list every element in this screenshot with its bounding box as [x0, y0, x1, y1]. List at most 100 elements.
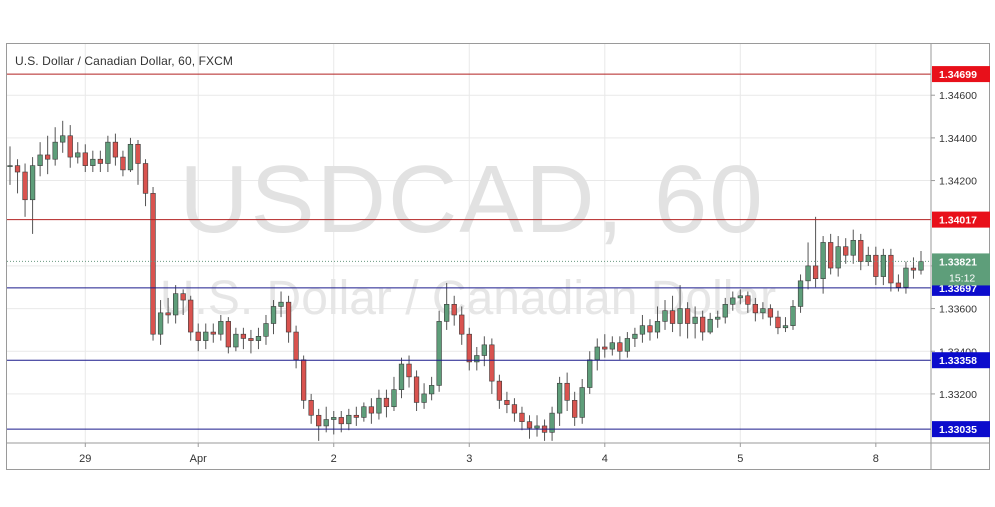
candle-body[interactable]: [112, 141, 119, 158]
candle-body[interactable]: [760, 308, 766, 314]
candle-body[interactable]: [572, 400, 578, 418]
candle-body[interactable]: [511, 404, 518, 414]
candle-body[interactable]: [873, 254, 879, 277]
candle-body[interactable]: [188, 299, 194, 333]
candle-body[interactable]: [270, 306, 277, 324]
candle-body[interactable]: [715, 316, 721, 320]
candle-body[interactable]: [496, 380, 503, 401]
candle-body[interactable]: [436, 321, 442, 386]
candle-body[interactable]: [338, 417, 344, 425]
candle-body[interactable]: [895, 282, 902, 288]
candle-body[interactable]: [910, 267, 917, 271]
candle-body[interactable]: [850, 239, 856, 256]
candle-body[interactable]: [398, 363, 405, 390]
candle-body[interactable]: [820, 242, 826, 280]
candle-body[interactable]: [52, 141, 58, 160]
candle-body[interactable]: [579, 387, 585, 418]
candle-body[interactable]: [858, 239, 864, 262]
candle-body[interactable]: [556, 382, 563, 414]
candle-body[interactable]: [7, 165, 13, 167]
candle-body[interactable]: [353, 414, 359, 418]
candle-body[interactable]: [67, 135, 73, 158]
candle-body[interactable]: [428, 385, 435, 395]
candle-body[interactable]: [504, 400, 510, 405]
candle-body[interactable]: [60, 135, 66, 143]
candle-body[interactable]: [195, 331, 201, 341]
candle-body[interactable]: [639, 325, 646, 335]
candle-body[interactable]: [617, 342, 623, 352]
candle-body[interactable]: [218, 321, 224, 335]
candle-body[interactable]: [421, 393, 427, 403]
candle-body[interactable]: [745, 295, 751, 305]
candle-body[interactable]: [843, 246, 849, 256]
candle-body[interactable]: [165, 312, 171, 316]
candle-body[interactable]: [383, 397, 390, 408]
candle-body[interactable]: [526, 421, 533, 429]
candle-body[interactable]: [413, 376, 420, 403]
candle-body[interactable]: [105, 141, 111, 164]
candle-body[interactable]: [707, 318, 713, 333]
candle-body[interactable]: [835, 246, 841, 269]
candle-body[interactable]: [323, 419, 329, 427]
candle-body[interactable]: [285, 301, 292, 333]
candle-body[interactable]: [775, 316, 781, 329]
candle-body[interactable]: [828, 242, 834, 269]
candle-body[interactable]: [534, 425, 540, 429]
candle-body[interactable]: [549, 412, 555, 433]
candle-body[interactable]: [519, 412, 525, 422]
candle-body[interactable]: [361, 406, 367, 418]
candle-body[interactable]: [481, 344, 487, 356]
candle-body[interactable]: [142, 163, 149, 194]
candle-body[interactable]: [316, 414, 322, 427]
candle-body[interactable]: [90, 158, 96, 166]
candle-body[interactable]: [233, 333, 239, 348]
candle-body[interactable]: [632, 333, 638, 339]
candle-body[interactable]: [135, 143, 141, 164]
candle-body[interactable]: [225, 321, 231, 348]
candle-body[interactable]: [564, 382, 570, 401]
candle-body[interactable]: [466, 333, 472, 363]
candle-body[interactable]: [376, 397, 382, 414]
candle-body[interactable]: [677, 308, 683, 324]
candle-body[interactable]: [812, 265, 819, 280]
candle-body[interactable]: [918, 261, 924, 271]
candle-body[interactable]: [331, 417, 337, 420]
candle-body[interactable]: [451, 304, 457, 316]
candle-body[interactable]: [865, 254, 871, 262]
candle-body[interactable]: [669, 310, 676, 324]
candle-body[interactable]: [368, 406, 375, 414]
candle-body[interactable]: [700, 316, 706, 333]
candle-body[interactable]: [173, 293, 179, 316]
candle-body[interactable]: [797, 280, 804, 307]
candle-body[interactable]: [782, 325, 789, 329]
candle-body[interactable]: [444, 304, 450, 322]
candle-body[interactable]: [692, 316, 698, 324]
candle-body[interactable]: [240, 333, 247, 339]
candle-body[interactable]: [180, 293, 186, 301]
candle-body[interactable]: [587, 359, 593, 388]
candle-body[interactable]: [97, 158, 103, 164]
candle-body[interactable]: [127, 143, 134, 171]
candle-body[interactable]: [489, 344, 495, 382]
candle-body[interactable]: [210, 331, 216, 335]
candle-body[interactable]: [647, 325, 653, 333]
candle-body[interactable]: [22, 171, 28, 201]
candle-body[interactable]: [278, 301, 284, 307]
candle-body[interactable]: [474, 355, 480, 363]
candle-body[interactable]: [120, 156, 126, 171]
candle-body[interactable]: [255, 336, 262, 341]
candle-body[interactable]: [767, 308, 774, 318]
candle-body[interactable]: [406, 363, 412, 378]
candle-body[interactable]: [45, 154, 51, 160]
candle-body[interactable]: [790, 306, 796, 326]
candle-body[interactable]: [346, 414, 352, 425]
candle-body[interactable]: [805, 265, 811, 282]
candle-body[interactable]: [602, 346, 608, 350]
candle-body[interactable]: [263, 323, 269, 337]
candle-body[interactable]: [730, 297, 736, 305]
candle-body[interactable]: [609, 342, 615, 350]
candle-body[interactable]: [37, 154, 43, 166]
candle-body[interactable]: [391, 389, 397, 408]
candle-body[interactable]: [880, 254, 886, 277]
